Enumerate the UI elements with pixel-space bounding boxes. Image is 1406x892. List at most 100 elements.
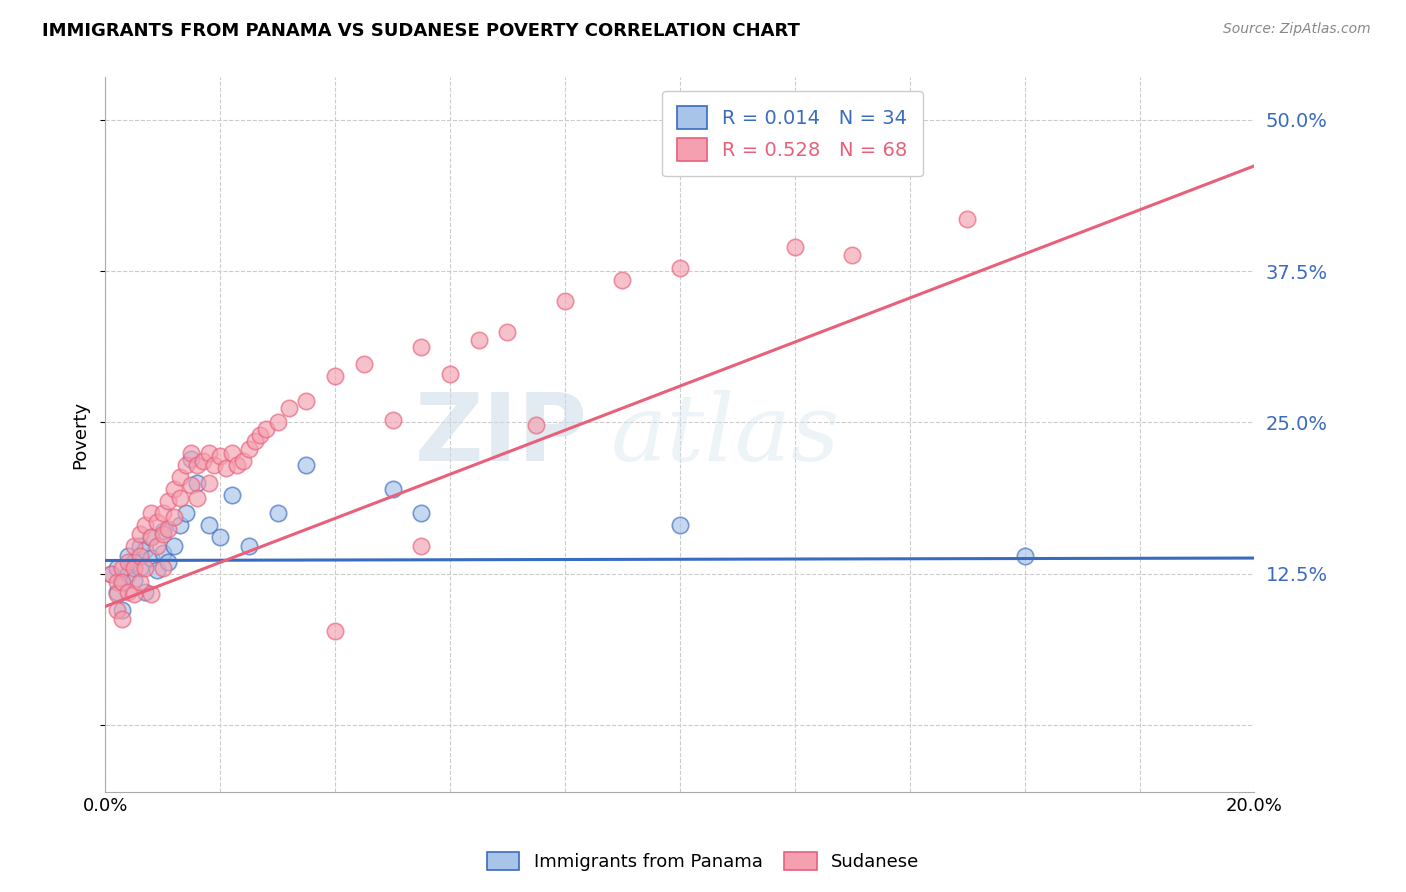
Point: [411, 506, 433, 520]
Point: [191, 454, 214, 468]
Point: [174, 458, 197, 472]
Point: [381, 482, 404, 496]
Point: [197, 518, 219, 533]
Point: [411, 539, 433, 553]
Point: [783, 240, 806, 254]
Legend: Immigrants from Panama, Sudanese: Immigrants from Panama, Sudanese: [479, 845, 927, 879]
Point: [238, 539, 260, 553]
Point: [221, 446, 243, 460]
Point: [117, 555, 139, 569]
Point: [323, 624, 346, 638]
Point: [186, 458, 208, 472]
Point: [111, 575, 134, 590]
Point: [157, 494, 180, 508]
Point: [243, 434, 266, 448]
Point: [134, 518, 156, 533]
Point: [238, 442, 260, 456]
Point: [266, 506, 288, 520]
Point: [152, 546, 174, 560]
Point: [128, 575, 150, 590]
Point: [122, 560, 145, 574]
Point: [669, 260, 692, 275]
Text: Source: ZipAtlas.com: Source: ZipAtlas.com: [1223, 22, 1371, 37]
Point: [141, 506, 163, 520]
Point: [141, 531, 163, 545]
Point: [524, 417, 547, 432]
Point: [134, 560, 156, 574]
Point: [100, 566, 122, 581]
Point: [163, 509, 186, 524]
Y-axis label: Poverty: Poverty: [72, 401, 89, 468]
Point: [554, 294, 576, 309]
Point: [152, 524, 174, 539]
Point: [226, 458, 249, 472]
Point: [956, 212, 979, 227]
Point: [105, 587, 128, 601]
Point: [146, 515, 169, 529]
Point: [111, 575, 134, 590]
Text: IMMIGRANTS FROM PANAMA VS SUDANESE POVERTY CORRELATION CHART: IMMIGRANTS FROM PANAMA VS SUDANESE POVER…: [42, 22, 800, 40]
Point: [146, 539, 169, 553]
Point: [295, 393, 318, 408]
Point: [186, 491, 208, 505]
Point: [215, 461, 238, 475]
Point: [105, 585, 128, 599]
Point: [157, 522, 180, 536]
Point: [141, 551, 163, 566]
Point: [111, 611, 134, 625]
Point: [612, 272, 634, 286]
Point: [146, 563, 169, 577]
Point: [169, 470, 191, 484]
Point: [117, 585, 139, 599]
Point: [180, 451, 202, 466]
Point: [439, 367, 461, 381]
Point: [134, 585, 156, 599]
Point: [249, 427, 271, 442]
Point: [353, 357, 375, 371]
Point: [411, 340, 433, 354]
Point: [186, 475, 208, 490]
Point: [496, 325, 519, 339]
Point: [232, 454, 254, 468]
Point: [105, 603, 128, 617]
Point: [157, 555, 180, 569]
Point: [128, 549, 150, 563]
Point: [163, 539, 186, 553]
Legend: R = 0.014   N = 34, R = 0.528   N = 68: R = 0.014 N = 34, R = 0.528 N = 68: [662, 91, 922, 177]
Point: [209, 450, 232, 464]
Point: [128, 526, 150, 541]
Point: [180, 446, 202, 460]
Point: [141, 587, 163, 601]
Point: [128, 539, 150, 553]
Point: [467, 333, 489, 347]
Point: [278, 401, 301, 415]
Point: [122, 573, 145, 587]
Point: [152, 526, 174, 541]
Point: [669, 518, 692, 533]
Point: [117, 549, 139, 563]
Point: [174, 506, 197, 520]
Point: [209, 531, 232, 545]
Point: [141, 531, 163, 545]
Point: [111, 560, 134, 574]
Point: [323, 369, 346, 384]
Point: [163, 482, 186, 496]
Point: [266, 416, 288, 430]
Point: [180, 478, 202, 492]
Point: [169, 491, 191, 505]
Point: [152, 506, 174, 520]
Point: [1014, 549, 1036, 563]
Point: [841, 248, 863, 262]
Point: [122, 555, 145, 569]
Point: [381, 413, 404, 427]
Text: atlas: atlas: [610, 390, 841, 480]
Point: [221, 488, 243, 502]
Point: [134, 542, 156, 557]
Point: [169, 518, 191, 533]
Point: [100, 566, 122, 581]
Point: [105, 560, 128, 574]
Point: [117, 566, 139, 581]
Point: [111, 603, 134, 617]
Point: [202, 458, 225, 472]
Point: [105, 575, 128, 590]
